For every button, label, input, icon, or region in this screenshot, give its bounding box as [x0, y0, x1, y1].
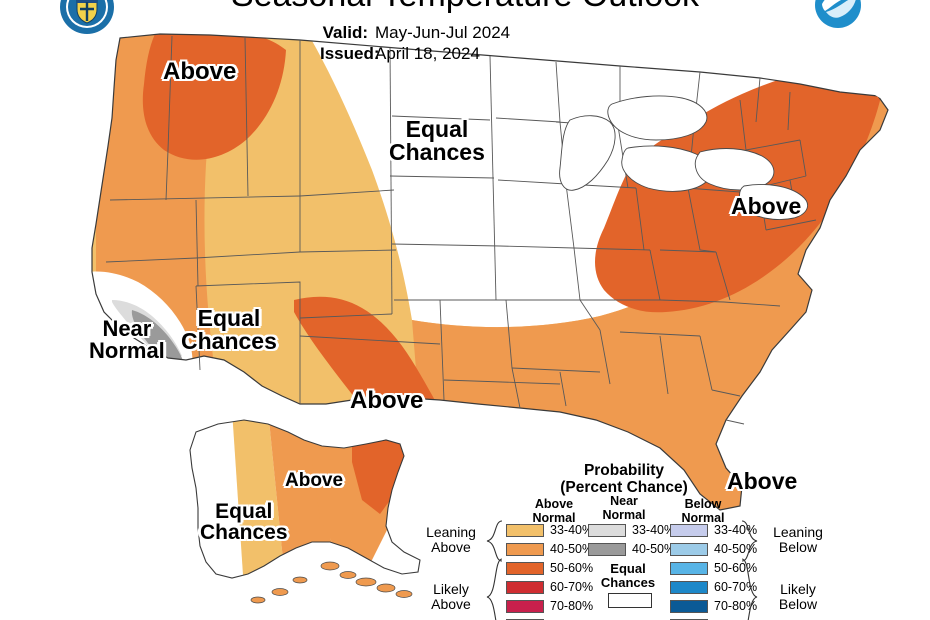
page-title: Seasonal Temperature Outlook: [0, 0, 930, 15]
legend-below-head-line2: Normal: [681, 510, 725, 525]
legend-swatch-above-70-80: [506, 600, 544, 613]
brace-leaning-above-icon: [486, 520, 503, 562]
legend-equal-chances-label: Equal Chances: [594, 562, 662, 590]
legend-title-line1: Probability: [583, 462, 665, 479]
legend-near-head-line1: Near: [610, 494, 638, 508]
legend-label-below-80-90: 80-90%: [714, 618, 757, 620]
legend-label-below-33-40: 33-40%: [714, 523, 758, 537]
legend-label-near-40-50: 40-50%: [632, 542, 676, 556]
valid-issued-block: Valid: May-Jun-Jul 2024 Issued:April 18, …: [320, 22, 510, 64]
likely-below-line2: Below: [778, 596, 818, 612]
legend-label-above-33-40: 33-40%: [550, 523, 594, 537]
legend-leaning-above-label: Leaning Above: [416, 525, 486, 555]
legend-swatch-below-33-40: [670, 524, 708, 537]
brace-likely-below-icon: [741, 558, 758, 620]
leaning-above-line1: Leaning: [426, 524, 476, 540]
legend-above-head-line1: Above: [534, 497, 574, 511]
legend-equal-chances-line2: Chances: [600, 575, 656, 590]
likely-below-line1: Likely: [780, 581, 816, 597]
legend-below-head-line1: Below: [684, 497, 722, 511]
legend-swatch-below-40-50: [670, 543, 708, 556]
leaning-below-line1: Leaning: [773, 524, 823, 540]
valid-value: May-Jun-Jul 2024: [375, 23, 511, 42]
valid-label: Valid:: [322, 23, 368, 42]
department-of-commerce-seal-icon: [60, 0, 114, 34]
legend-equal-chances-line1: Equal: [610, 561, 646, 576]
leaning-above-line2: Above: [431, 539, 471, 555]
legend-likely-above-label: Likely Above: [416, 582, 486, 612]
legend-above-head-line2: Normal: [532, 510, 576, 525]
legend-title: Probability (Percent Chance): [514, 462, 734, 496]
legend-column-head-above: Above Normal: [514, 497, 594, 525]
legend-swatch-above-50-60: [506, 562, 544, 575]
near-normal-region-mid: [131, 310, 184, 368]
legend-title-line2: (Percent Chance): [560, 479, 688, 496]
brace-likely-above-icon: [486, 558, 503, 620]
legend-swatch-near-40-50: [588, 543, 626, 556]
likely-above-line2: Above: [431, 596, 471, 612]
region-above-northwest: [142, 34, 286, 160]
legend-swatch-below-70-80: [670, 600, 708, 613]
legend-label-below-70-80: 70-80%: [714, 599, 758, 613]
legend-column-head-near: Near Normal: [584, 494, 664, 522]
legend-column-head-below: Below Normal: [663, 497, 743, 525]
legend-swatch-above-40-50: [506, 543, 544, 556]
legend-equal-chances-swatch: [608, 593, 652, 608]
brace-leaning-below-icon: [741, 520, 758, 562]
legend-label-above-40-50: 40-50%: [550, 542, 594, 556]
alaska-inset: [189, 419, 421, 604]
issued-label: Issued:: [320, 44, 380, 63]
legend-label-above-80-90: 80-90%: [550, 618, 593, 620]
leaning-below-line2: Below: [778, 539, 818, 555]
legend-label-above-70-80: 70-80%: [550, 599, 594, 613]
issued-row: Issued:April 18, 2024: [320, 43, 510, 64]
legend-swatch-near-33-40: [588, 524, 626, 537]
issued-value: April 18, 2024: [375, 44, 480, 63]
probability-legend: Probability (Percent Chance) Above Norma…: [416, 462, 823, 620]
legend-label-near-33-40: 33-40%: [632, 523, 676, 537]
legend-label-below-40-50: 40-50%: [714, 542, 758, 556]
legend-swatch-above-33-40: [506, 524, 544, 537]
legend-swatch-below-60-70: [670, 581, 708, 594]
legend-swatch-below-50-60: [670, 562, 708, 575]
noaa-logo-icon: [815, 0, 861, 28]
legend-swatch-above-60-70: [506, 581, 544, 594]
legend-label-above-50-60: 50-60%: [550, 561, 594, 575]
legend-label-below-60-70: 60-70%: [714, 580, 758, 594]
legend-near-head-line2: Normal: [602, 507, 646, 522]
great-lakes: [552, 39, 886, 220]
likely-above-line1: Likely: [433, 581, 469, 597]
legend-leaning-below-label: Leaning Below: [762, 525, 834, 555]
legend-label-above-60-70: 60-70%: [550, 580, 594, 594]
legend-likely-below-label: Likely Below: [762, 582, 834, 612]
valid-row: Valid: May-Jun-Jul 2024: [320, 22, 510, 43]
